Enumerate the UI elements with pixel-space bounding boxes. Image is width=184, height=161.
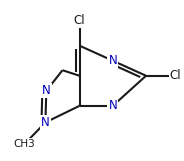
Text: N: N: [42, 84, 51, 97]
Text: CH3: CH3: [14, 139, 36, 149]
Text: Cl: Cl: [170, 69, 181, 82]
Text: N: N: [108, 99, 117, 112]
Text: N: N: [41, 116, 50, 129]
Text: Cl: Cl: [74, 14, 85, 27]
Text: N: N: [108, 54, 117, 67]
